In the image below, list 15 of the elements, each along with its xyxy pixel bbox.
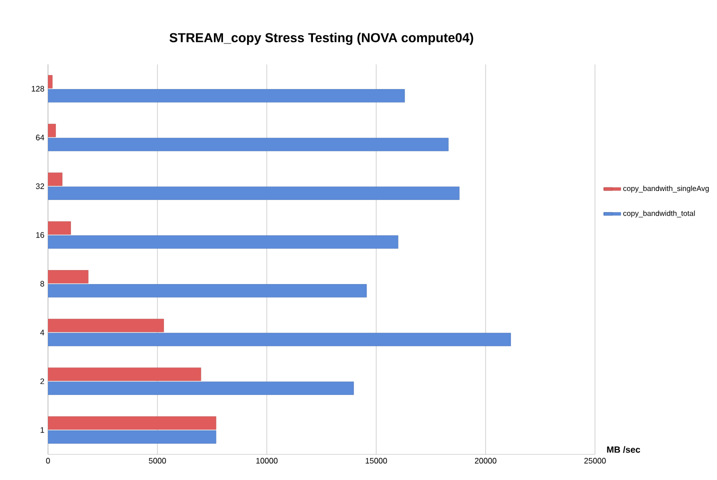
chart-title: STREAM_copy Stress Testing (NOVA compute04) [170,32,474,45]
bar [48,332,511,346]
bar [48,89,405,102]
bar [48,318,164,332]
bar [48,430,216,444]
bar [48,368,202,381]
bar [48,416,216,430]
bar [48,235,398,249]
bar [48,270,88,284]
bar [48,382,354,395]
bar [48,138,449,152]
x-axis-title: MB /sec [607,446,640,453]
bar [48,186,460,200]
bar [48,172,62,186]
bar [48,284,367,298]
